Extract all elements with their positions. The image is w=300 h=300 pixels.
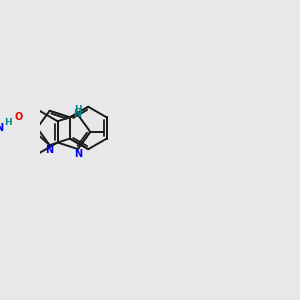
Text: N: N (0, 123, 4, 133)
Text: N: N (74, 149, 83, 159)
Text: O: O (14, 112, 22, 122)
Text: H: H (74, 105, 82, 114)
Text: N: N (45, 145, 53, 155)
Text: H: H (4, 118, 12, 127)
Text: N: N (73, 109, 81, 119)
